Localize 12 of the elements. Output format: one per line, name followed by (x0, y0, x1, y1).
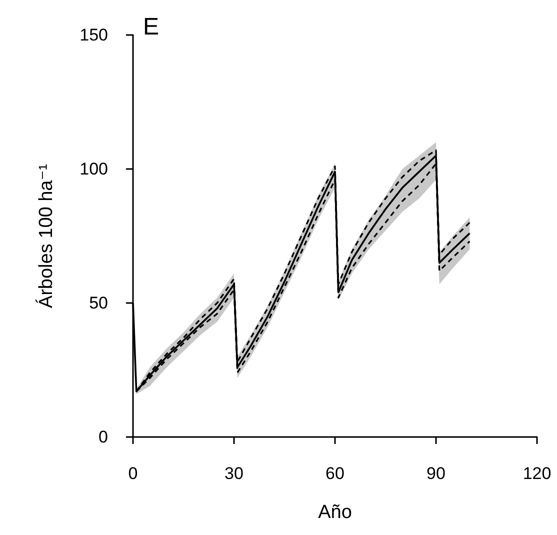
y-axis-title: Árboles 100 ha⁻¹ (35, 164, 57, 308)
x-tick-label: 120 (522, 464, 552, 483)
x-tick-label: 0 (128, 464, 138, 483)
x-tick-label: 30 (224, 464, 244, 483)
x-tick-label: 60 (326, 464, 344, 483)
chart-title: E (143, 14, 160, 40)
y-tick-label: 0 (98, 428, 108, 446)
y-tick-label: 150 (80, 26, 108, 44)
y-tick-label: 50 (89, 294, 108, 312)
x-axis-title: Año (318, 502, 352, 523)
x-tick-label: 90 (426, 464, 446, 483)
y-tick-label: 100 (80, 160, 108, 178)
